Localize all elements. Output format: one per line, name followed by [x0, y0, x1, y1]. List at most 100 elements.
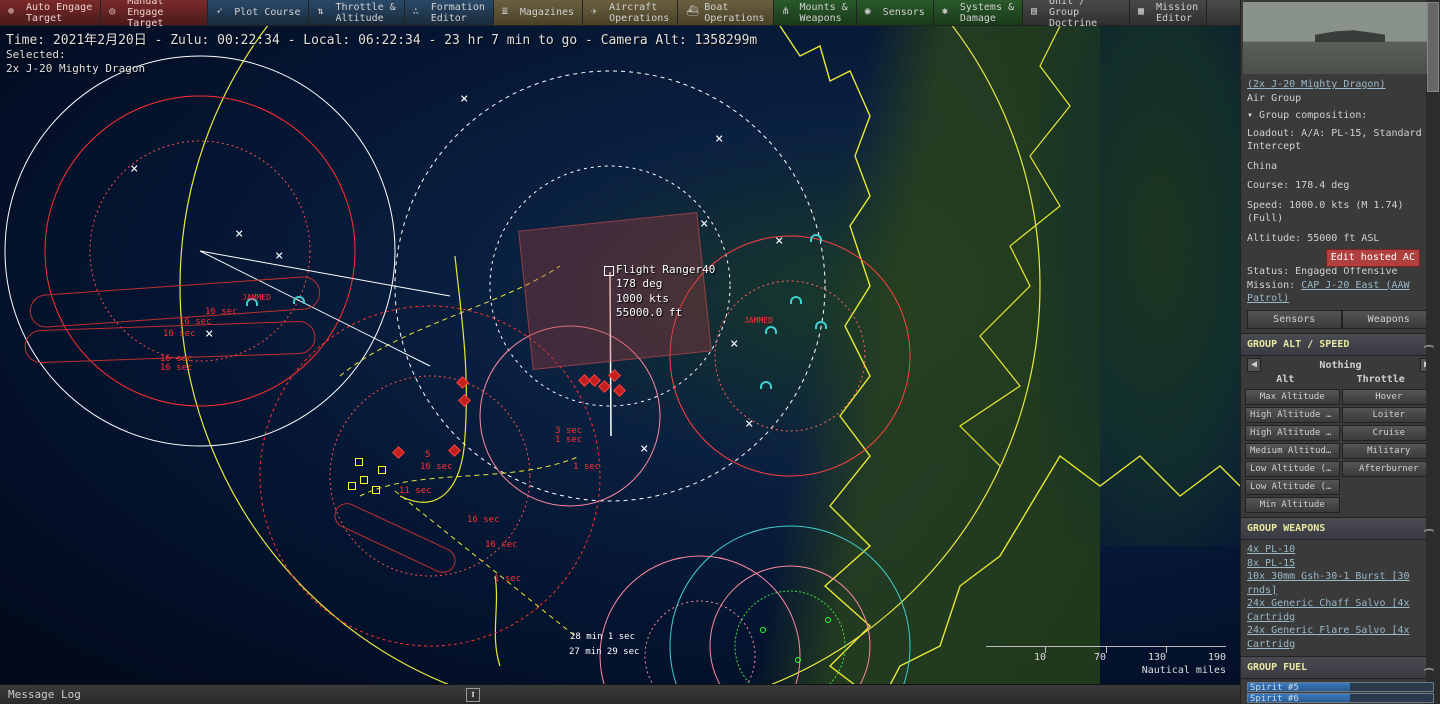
contact-unknown-icon[interactable] — [205, 326, 213, 342]
toolbar-throttle-altitude-button[interactable]: ⇅Throttle &Altitude — [309, 0, 404, 25]
weapon-link[interactable]: 10x 30mm Gsh-30-1 Burst [30 rnds] — [1247, 570, 1434, 597]
neutral-box-icon[interactable] — [348, 482, 356, 493]
map-label: 1 sec — [555, 435, 582, 445]
friendly-unit-icon[interactable] — [760, 626, 766, 636]
toolbar-mission-editor-button[interactable]: ▦MissionEditor — [1130, 0, 1207, 25]
unit-detail-panel: (2x J-20 Mighty Dragon) Air Group ▾ Grou… — [1240, 0, 1440, 704]
hostile-icon[interactable] — [610, 371, 619, 383]
toolbar-boat-operations-button[interactable]: ⛴BoatOperations — [678, 0, 773, 25]
altspeed-button[interactable]: Military — [1342, 443, 1437, 459]
unit-name-link[interactable]: (2x J-20 Mighty Dragon) — [1247, 78, 1436, 92]
weapon-link[interactable]: 24x Generic Flare Salvo [4x Cartridg — [1247, 624, 1434, 651]
section-fuel-header[interactable]: Group Fuel ︽ — [1241, 656, 1440, 679]
neutral-box-icon[interactable] — [360, 476, 368, 487]
toolbar-mounts-weapons-button[interactable]: ⋔Mounts &Weapons — [774, 0, 857, 25]
toolbar-magazines-button[interactable]: ≣Magazines — [494, 0, 583, 25]
hostile-icon[interactable] — [580, 376, 589, 388]
unit-altitude: Altitude: 55000 ft ASL — [1247, 232, 1436, 246]
altspeed-button[interactable]: Low Altitude (1000 — [1245, 479, 1340, 495]
altspeed-button[interactable]: Min Altitude — [1245, 497, 1340, 513]
friendly-sam-icon[interactable] — [293, 296, 305, 307]
section-weapons-header[interactable]: Group Weapons ︽ — [1241, 517, 1440, 540]
map-label: 16 sec — [179, 317, 212, 327]
toolbar-label: AircraftOperations — [609, 2, 669, 24]
altspeed-button[interactable]: High Altitude (36000 — [1245, 407, 1340, 423]
edit-hosted-ac-button[interactable]: Edit hosted AC — [1326, 249, 1420, 267]
prev-preset-button[interactable]: ◀ — [1247, 358, 1261, 372]
toolbar-sensors-button[interactable]: ◉Sensors — [857, 0, 934, 25]
toolbar-manual-engage-target-button[interactable]: ◎ManualEngage Target — [101, 0, 208, 25]
weapon-link[interactable]: 24x Generic Chaff Salvo [4x Cartridg — [1247, 597, 1434, 624]
contact-unknown-icon[interactable] — [235, 226, 243, 242]
scale-tick: 10 — [986, 652, 1046, 663]
map-label: 5 — [425, 450, 430, 460]
altspeed-button[interactable]: High Altitude (25000 — [1245, 425, 1340, 441]
altspeed-button[interactable]: Medium Altitude (12 — [1245, 443, 1340, 459]
toolbar-icon: ▤ — [1031, 6, 1045, 20]
expand-log-icon[interactable]: ⬆ — [466, 688, 480, 702]
contact-unknown-icon[interactable] — [775, 233, 783, 249]
callout-heading: 178 deg — [616, 277, 715, 291]
contact-unknown-icon[interactable] — [275, 248, 283, 264]
toolbar-label: MissionEditor — [1156, 2, 1198, 24]
weapon-link[interactable]: 4x PL-10 — [1247, 543, 1434, 557]
map-viewport[interactable]: 16 sec16 sec16 sec16 sec16 sec1 sec3 sec… — [0, 26, 1240, 704]
friendly-sam-icon[interactable] — [765, 326, 777, 337]
toolbar-formation-editor-button[interactable]: ∴FormationEditor — [405, 0, 494, 25]
toolbar-icon: ✱ — [942, 6, 956, 20]
selected-unit-marker[interactable] — [604, 266, 614, 276]
sensors-button[interactable]: Sensors — [1247, 310, 1342, 330]
hostile-icon[interactable] — [600, 382, 609, 394]
contact-unknown-icon[interactable] — [130, 161, 138, 177]
hostile-icon[interactable] — [394, 448, 403, 460]
message-log-button[interactable]: Message Log — [8, 688, 81, 701]
contact-unknown-icon[interactable] — [460, 91, 468, 107]
section-altspeed-header[interactable]: Group Alt / Speed ︽ — [1241, 333, 1440, 356]
scale-label: Nautical miles — [986, 663, 1226, 676]
contact-unknown-icon[interactable] — [700, 216, 708, 232]
toolbar-unit-group-doctrine-button[interactable]: ▤Unit / GroupDoctrine — [1023, 0, 1130, 25]
hostile-icon[interactable] — [450, 446, 459, 458]
fuel-bar: Spirit #6 — [1247, 693, 1434, 703]
friendly-sam-icon[interactable] — [810, 234, 822, 245]
hostile-icon[interactable] — [460, 396, 469, 408]
toolbar-icon: ⇅ — [317, 6, 331, 20]
unit-type: Air Group — [1247, 92, 1436, 106]
altspeed-button[interactable]: Hover — [1342, 389, 1437, 405]
map-label: 27 min 29 sec — [569, 647, 639, 657]
friendly-sam-icon[interactable] — [790, 296, 802, 307]
hostile-icon[interactable] — [615, 386, 624, 398]
friendly-sam-icon[interactable] — [760, 381, 772, 392]
altspeed-button[interactable]: Low Altitude (2000 — [1245, 461, 1340, 477]
terrain-gulf — [1040, 26, 1240, 546]
toolbar-label: ManualEngage Target — [127, 0, 199, 29]
altspeed-button[interactable]: Afterburner — [1342, 461, 1437, 477]
weapon-link[interactable]: 8x PL-15 — [1247, 557, 1434, 571]
toolbar-label: BoatOperations — [704, 2, 764, 24]
weapons-button[interactable]: Weapons — [1342, 310, 1437, 330]
toolbar-aircraft-operations-button[interactable]: ✈AircraftOperations — [583, 0, 678, 25]
neutral-box-icon[interactable] — [355, 458, 363, 469]
neutral-box-icon[interactable] — [378, 466, 386, 477]
toolbar-plot-course-button[interactable]: ➶Plot Course — [208, 0, 309, 25]
altspeed-button[interactable]: Loiter — [1342, 407, 1437, 423]
weapons-list: 4x PL-108x PL-1510x 30mm Gsh-30-1 Burst … — [1241, 540, 1440, 654]
friendly-unit-icon[interactable] — [825, 616, 831, 626]
contact-unknown-icon[interactable] — [730, 336, 738, 352]
altspeed-preset-name: Nothing — [1319, 360, 1361, 371]
toolbar-label: Mounts &Weapons — [800, 2, 848, 24]
friendly-sam-icon[interactable] — [815, 321, 827, 332]
panel-scrollbar[interactable] — [1426, 0, 1440, 704]
map-label: 16 sec — [205, 307, 238, 317]
neutral-box-icon[interactable] — [372, 486, 380, 497]
contact-unknown-icon[interactable] — [715, 131, 723, 147]
toolbar-label: Systems &Damage — [960, 2, 1014, 24]
altspeed-button[interactable]: Cruise — [1342, 425, 1437, 441]
contact-unknown-icon[interactable] — [640, 441, 648, 457]
hostile-icon[interactable] — [458, 378, 467, 390]
contact-unknown-icon[interactable] — [745, 416, 753, 432]
friendly-unit-icon[interactable] — [795, 656, 801, 666]
toolbar-auto-engage-target-button[interactable]: ⊕Auto EngageTarget — [0, 0, 101, 25]
altspeed-button[interactable]: Max Altitude — [1245, 389, 1340, 405]
toolbar-systems-damage-button[interactable]: ✱ Systems &Damage — [934, 0, 1023, 25]
